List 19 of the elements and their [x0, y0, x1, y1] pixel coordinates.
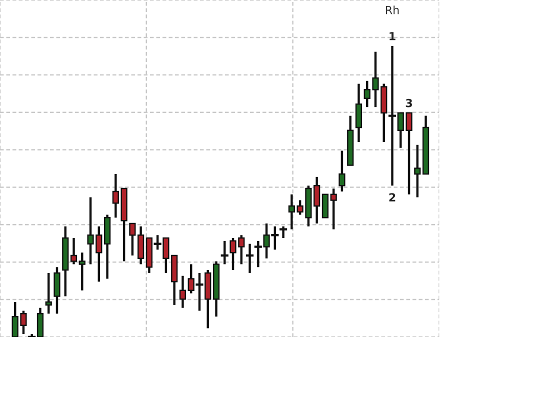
candlestick [138, 225, 144, 266]
candlestick [78, 251, 86, 292]
candlestick [129, 222, 136, 257]
candlestick [54, 266, 60, 315]
candlestick [220, 240, 228, 266]
candlestick [322, 194, 329, 218]
annotation: 1 [390, 32, 396, 40]
candlestick [179, 274, 186, 309]
annotation: 3 [406, 98, 412, 108]
candlestick [338, 150, 346, 193]
candlestick [280, 225, 288, 240]
candlestick [70, 236, 78, 266]
annotation: 2 [389, 193, 396, 202]
candlestick [355, 82, 362, 144]
candlestick [288, 193, 295, 230]
candlestick [414, 144, 421, 198]
candlestick [330, 187, 337, 230]
text: Rh [386, 6, 399, 14]
candlestick [45, 272, 52, 315]
